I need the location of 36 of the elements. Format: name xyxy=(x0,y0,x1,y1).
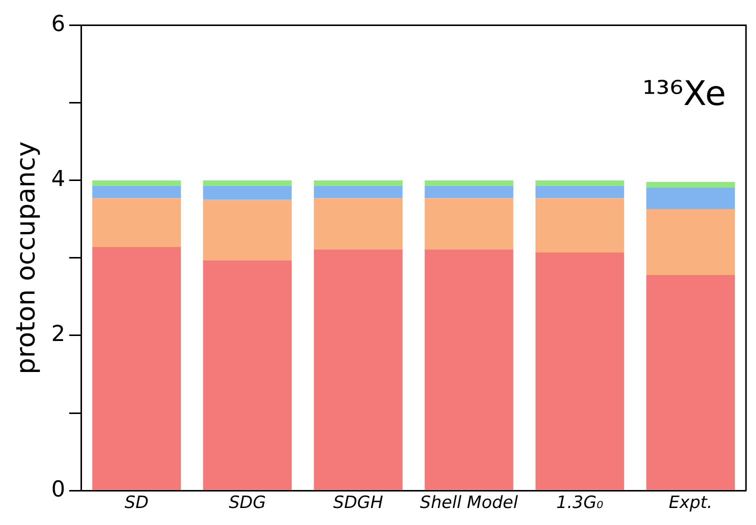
bar xyxy=(424,249,514,490)
y-tick-label: 0 xyxy=(51,477,66,502)
bar xyxy=(92,180,181,186)
bar xyxy=(203,186,292,200)
x-tick-label: SDG xyxy=(228,493,266,514)
bar xyxy=(92,186,181,198)
bar xyxy=(314,198,403,250)
bar xyxy=(535,180,624,186)
bar xyxy=(314,186,403,198)
bar xyxy=(314,180,403,186)
bar xyxy=(92,247,181,490)
bar xyxy=(424,180,514,186)
y-tick-label: 2 xyxy=(51,322,66,348)
bar xyxy=(424,186,514,198)
bar xyxy=(424,198,514,250)
x-tick-label: Shell Model xyxy=(420,493,518,514)
y-axis-title: proton occupancy xyxy=(11,141,42,374)
bar xyxy=(203,260,292,490)
x-tick-label: SD xyxy=(124,493,149,514)
x-tick-label: 1.3G₀ xyxy=(556,493,604,514)
bar xyxy=(535,198,624,252)
bar xyxy=(92,198,181,248)
bar xyxy=(646,182,735,188)
x-tick-label: Expt. xyxy=(668,493,712,514)
y-tick-label: 6 xyxy=(51,12,66,37)
bar xyxy=(535,252,624,490)
bar xyxy=(535,186,624,198)
bar xyxy=(646,209,735,275)
bar xyxy=(203,180,292,186)
annotation: ¹³⁶Xe xyxy=(642,74,726,114)
bar xyxy=(646,274,735,490)
bar xyxy=(314,249,403,490)
x-tick-label: SDGH xyxy=(333,493,384,514)
bar xyxy=(203,200,292,260)
bar xyxy=(646,187,735,210)
y-tick-label: 4 xyxy=(51,167,66,192)
